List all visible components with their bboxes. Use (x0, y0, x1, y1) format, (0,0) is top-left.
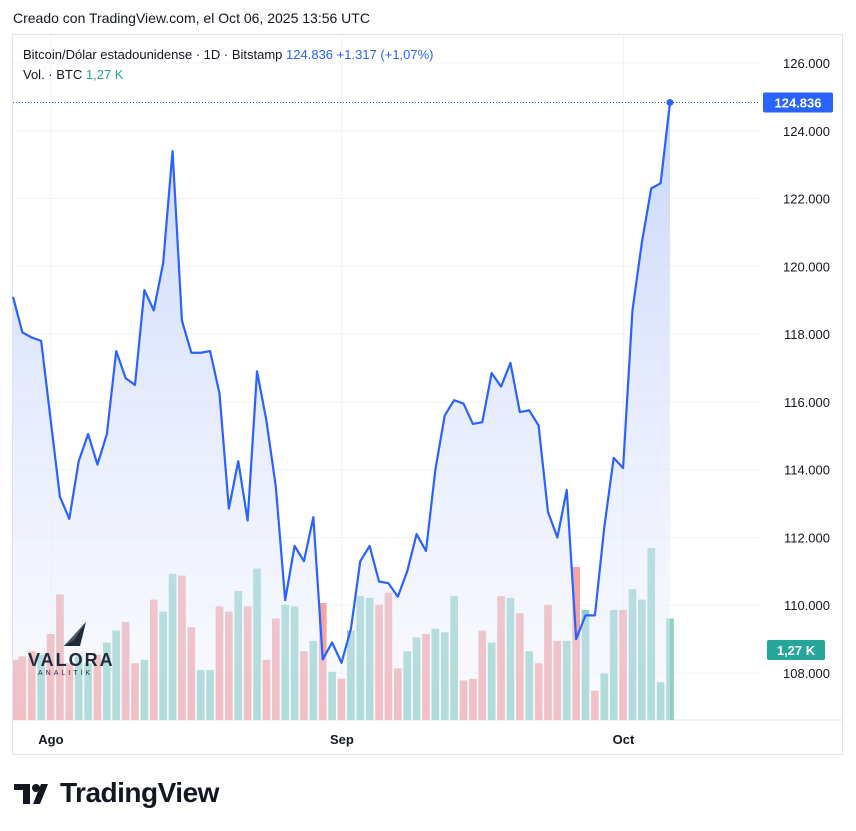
y-tick-label: 110.000 (784, 598, 830, 613)
chart-legend: Bitcoin/Dólar estadounidense · 1D · Bits… (23, 45, 434, 85)
last-price: 124.836 (286, 47, 334, 62)
y-tick-label: 114.000 (784, 463, 830, 478)
tradingview-name: TradingView (60, 777, 219, 808)
valora-name: VALORA (28, 650, 115, 670)
chart-frame (12, 34, 843, 755)
y-tick-label: 108.000 (783, 666, 830, 681)
x-tick-label: Ago (38, 732, 63, 747)
price-line (11, 102, 672, 664)
y-axis: 126.000 124.000 122.000 120.000 118.000 116.0… (783, 56, 830, 681)
volume-value: 1,27 K (85, 67, 124, 82)
last-price-dot (666, 98, 674, 106)
price-badge (763, 92, 833, 113)
created-with-text: Creado con TradingView.com, el Oct 06, 2… (13, 10, 370, 26)
y-tick-label: 120.000 (783, 259, 830, 274)
valora-logo-icon (64, 622, 86, 646)
y-tick-label: 112.000 (784, 530, 830, 545)
x-tick-label: Sep (330, 732, 354, 747)
volume-badge-text: 1,27 K (777, 643, 816, 658)
y-tick-label: 116.000 (784, 395, 830, 410)
tradingview-brand[interactable]: TradingView (14, 777, 219, 809)
volume-label: Vol. · BTC (23, 67, 83, 82)
symbol-title: Bitcoin/Dólar estadounidense · 1D · Bits… (23, 47, 283, 62)
y-tick-label: 126.000 (783, 56, 830, 71)
volume-badge (767, 640, 825, 660)
y-tick-label: 122.000 (783, 192, 830, 207)
price-badge-text: 124.836 (775, 95, 822, 110)
x-tick-label: Oct (613, 732, 635, 747)
tradingview-logo-icon (14, 784, 48, 804)
price-change: +1.317 (+1,07%) (336, 47, 434, 62)
valora-sub: ANALITIK (38, 670, 94, 677)
y-tick-label: 124.000 (783, 124, 830, 139)
x-axis: Ago Sep Oct (38, 732, 635, 747)
price-area (13, 102, 670, 720)
valora-watermark: VALORA ANALITIK (28, 620, 118, 680)
y-tick-label: 118.000 (784, 327, 830, 342)
axis-badges: 124.836 1,27 K (763, 92, 833, 660)
